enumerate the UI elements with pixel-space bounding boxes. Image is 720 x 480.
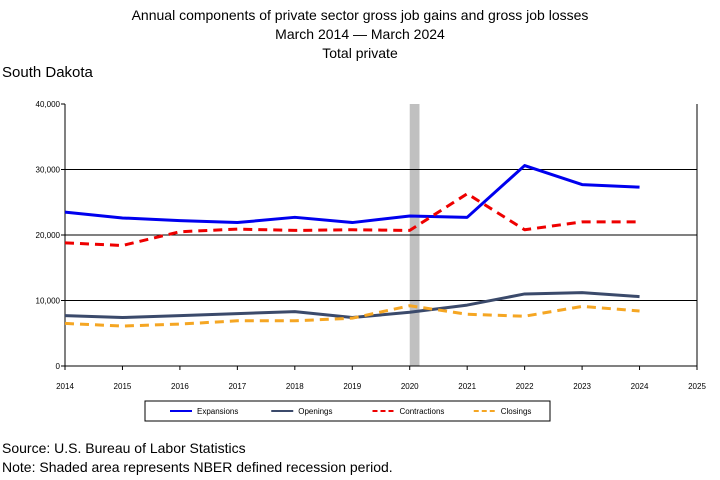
x-tick-label: 2020 [401,382,419,391]
recession-note: Note: Shaded area represents NBER define… [2,459,393,475]
series-line-expansions [64,164,640,225]
y-tick-label: 0 [56,362,61,371]
legend-label-openings: Openings [298,407,332,416]
source-note: Source: U.S. Bureau of Labor Statistics [2,440,246,456]
x-tick-label: 2025 [688,382,706,391]
y-tick-label: 20,000 [36,231,61,240]
x-tick-label: 2018 [286,382,304,391]
legend-box [144,400,551,422]
chart-title-line-1: Annual components of private sector gros… [131,7,589,23]
chart-title-line-2: March 2014 — March 2024 [275,26,445,42]
x-tick-label: 2022 [516,382,534,391]
series-line-contractions [64,192,640,247]
region-label: South Dakota [2,64,93,81]
x-tick-label: 2014 [56,382,74,391]
x-tick-label: 2016 [171,382,189,391]
x-tick-label: 2023 [573,382,591,391]
series-line-closings [64,304,640,328]
x-tick-label: 2015 [114,382,132,391]
legend-label-expansions: Expansions [197,407,238,416]
x-tick-label: 2019 [343,382,361,391]
x-tick-label: 2024 [631,382,649,391]
series-line-openings [64,291,640,320]
x-tick-label: 2021 [458,382,476,391]
legend-label-contractions: Contractions [400,407,445,416]
legend-label-closings: Closings [501,407,532,416]
chart-title-line-3: Total private [322,45,398,61]
y-tick-label: 40,000 [36,100,61,109]
y-tick-label: 10,000 [36,297,61,306]
y-tick-label: 30,000 [36,166,61,175]
x-tick-label: 2017 [228,382,246,391]
